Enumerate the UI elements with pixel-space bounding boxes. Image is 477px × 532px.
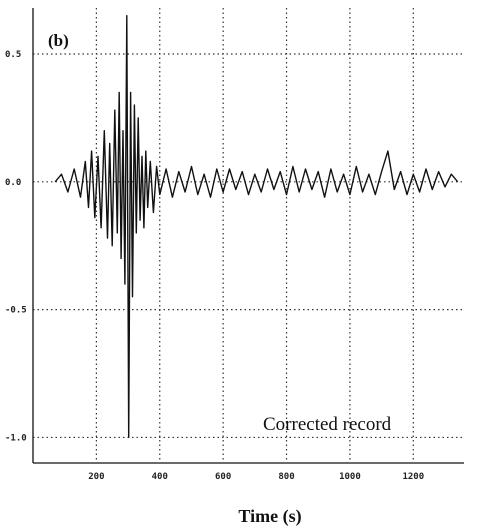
x-tick-label: 800 [278,472,294,482]
series-line-corrected-record [54,15,459,439]
axes [32,8,464,464]
y-tick-labels: 0.5 0.0 -0.5 -1.0 [5,50,27,443]
x-tick-label: 1000 [339,472,361,482]
panel-label: (b) [48,31,69,50]
annotation-text: Corrected record [263,414,392,435]
y-tick-label: 0.5 [5,50,21,60]
x-tick-labels: 200 400 600 800 1000 1200 [88,472,424,482]
x-tick-label: 1200 [402,472,424,482]
x-tick-label: 400 [152,472,168,482]
x-tick-label: 600 [215,472,231,482]
x-tick-label: 200 [88,472,104,482]
y-tick-label: -1.0 [5,433,27,443]
y-tick-label: -0.5 [5,306,27,316]
x-axis-label: Time (s) [238,506,301,527]
grid-lines [33,8,464,463]
y-tick-label: 0.0 [5,178,21,188]
